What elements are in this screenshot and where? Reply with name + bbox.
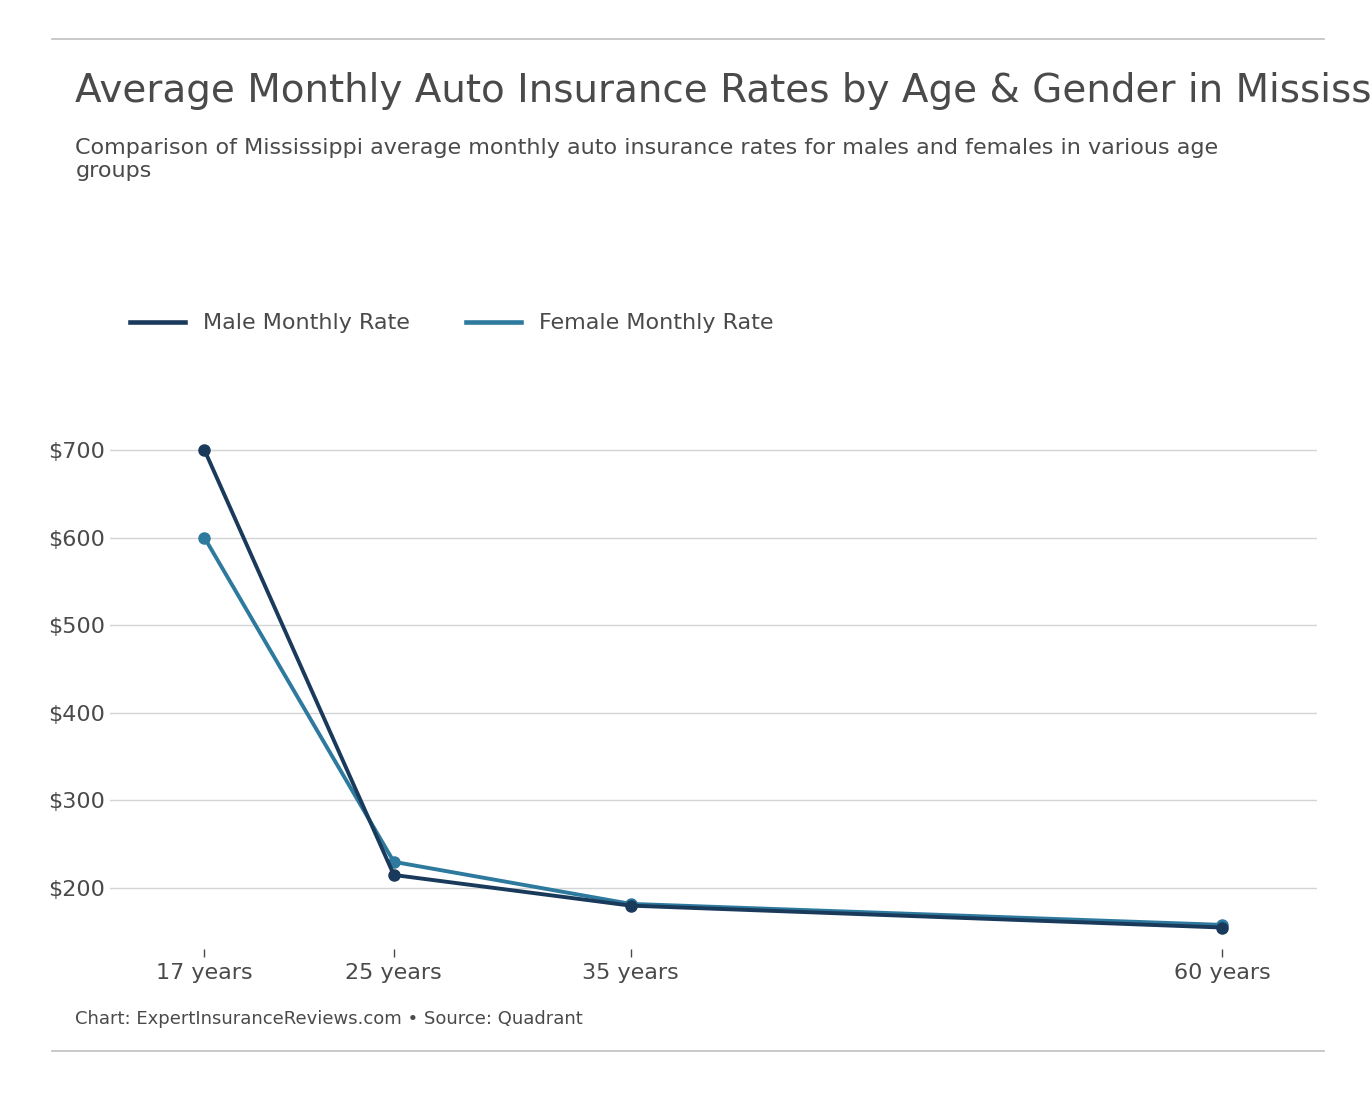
Legend: Male Monthly Rate, Female Monthly Rate: Male Monthly Rate, Female Monthly Rate — [121, 305, 782, 342]
Text: Average Monthly Auto Insurance Rates by Age & Gender in Mississippi: Average Monthly Auto Insurance Rates by … — [75, 72, 1372, 109]
Text: Chart: ExpertInsuranceReviews.com • Source: Quadrant: Chart: ExpertInsuranceReviews.com • Sour… — [75, 1010, 583, 1028]
Text: Comparison of Mississippi average monthly auto insurance rates for males and fem: Comparison of Mississippi average monthl… — [75, 138, 1218, 181]
